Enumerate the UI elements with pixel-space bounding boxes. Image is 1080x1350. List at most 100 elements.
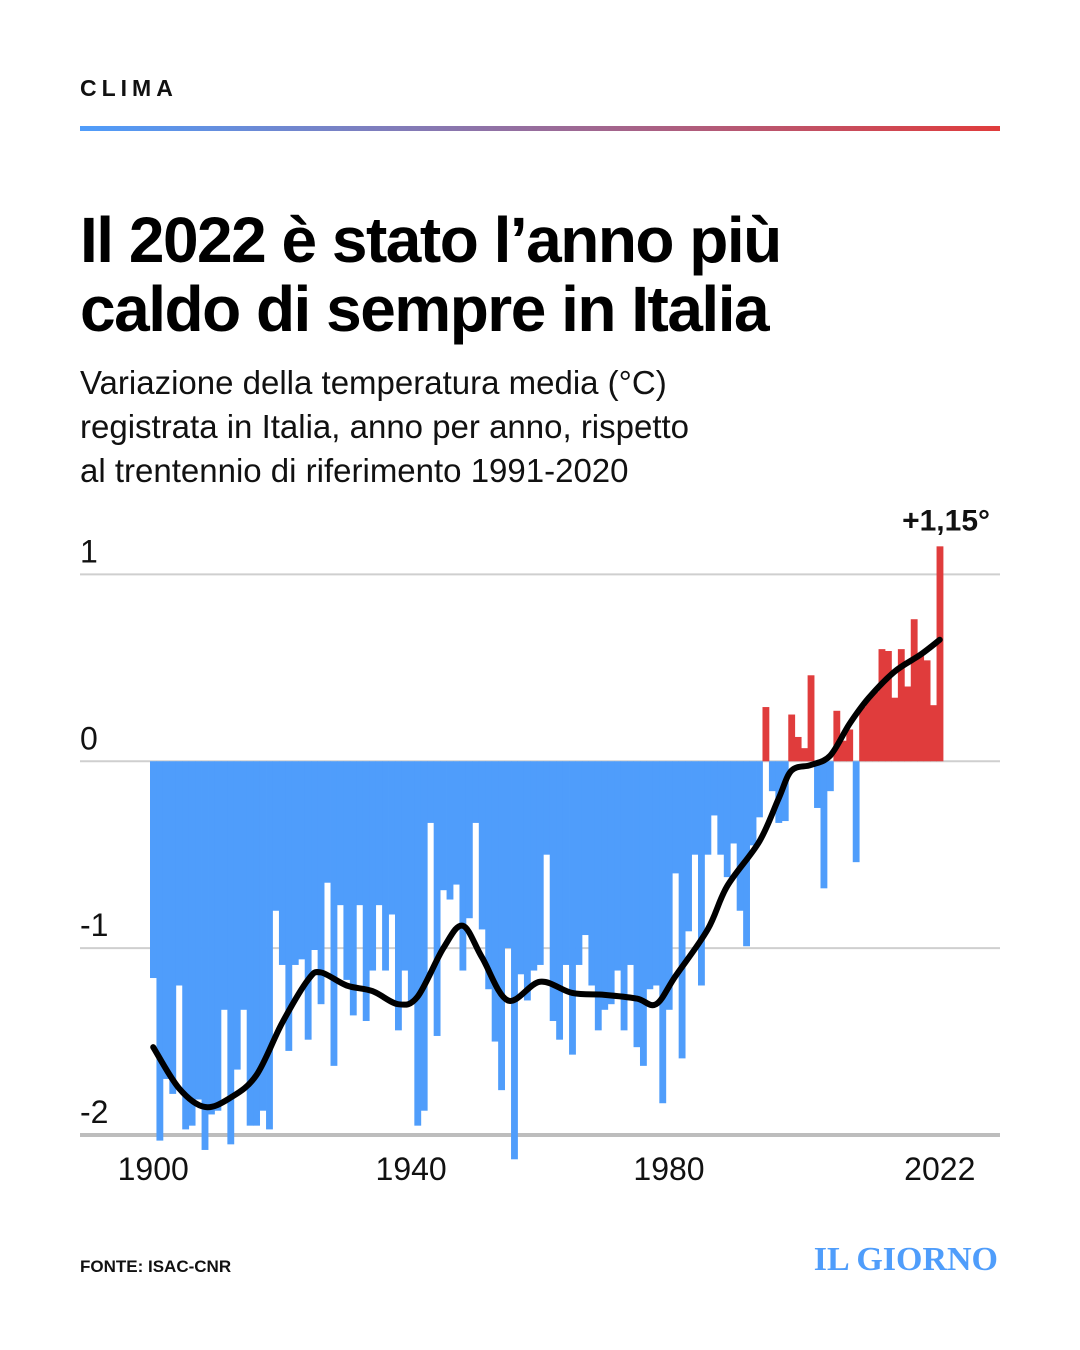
bar xyxy=(498,761,505,1091)
bar xyxy=(607,761,615,1005)
bar xyxy=(936,546,944,762)
bar xyxy=(420,761,428,1111)
bar xyxy=(794,736,802,762)
bar xyxy=(833,710,841,762)
bar xyxy=(859,707,867,762)
bar xyxy=(246,761,254,1126)
labels: 1 0 -1 -2 1900 1940 1980 2022 +1,15° xyxy=(80,504,990,1187)
bar xyxy=(633,761,641,1048)
bar xyxy=(723,761,731,878)
bar xyxy=(504,761,512,949)
bar xyxy=(917,654,925,762)
bar xyxy=(414,761,422,1126)
bar xyxy=(517,761,525,975)
bar xyxy=(556,761,564,1040)
bar xyxy=(285,761,293,1051)
subtitle: al trentennio di riferimento 1991-2020 xyxy=(80,452,629,489)
bar xyxy=(672,761,680,874)
bar xyxy=(698,761,705,986)
bar xyxy=(401,761,409,971)
logo: IL GIORNO xyxy=(814,1241,998,1278)
bar xyxy=(581,761,589,936)
bar xyxy=(227,761,235,1145)
bar xyxy=(910,619,918,762)
subtitle: Variazione della temperatura media (°C) xyxy=(80,364,667,401)
bar xyxy=(549,761,557,1022)
bar xyxy=(427,761,435,823)
bar xyxy=(485,761,493,990)
bar xyxy=(459,761,467,971)
bar xyxy=(465,761,473,919)
bar xyxy=(291,761,299,965)
bar xyxy=(897,649,905,762)
y-tick-label: 0 xyxy=(80,720,98,756)
bar xyxy=(343,761,351,980)
bar xyxy=(646,761,654,990)
bar xyxy=(814,761,821,808)
x-tick-label: 1980 xyxy=(633,1151,704,1187)
bar xyxy=(382,761,389,971)
bar xyxy=(768,761,776,792)
bar xyxy=(472,761,480,823)
bar xyxy=(826,761,834,792)
bar xyxy=(588,761,596,986)
bar xyxy=(878,649,886,762)
bar xyxy=(594,761,602,1031)
bar xyxy=(182,761,190,1130)
bar xyxy=(904,686,912,762)
bar xyxy=(536,761,544,965)
bar xyxy=(259,761,267,1111)
bar xyxy=(272,761,280,911)
bar xyxy=(523,761,531,1001)
kicker: CLIMA xyxy=(80,75,178,101)
bar xyxy=(162,761,170,1079)
bar xyxy=(369,761,377,971)
bar xyxy=(781,761,789,822)
source: FONTE: ISAC-CNR xyxy=(80,1257,231,1276)
x-tick-label: 2022 xyxy=(904,1151,975,1187)
x-tick-label: 1940 xyxy=(376,1151,447,1187)
chart-title: Il 2022 è stato l’anno più xyxy=(80,204,781,276)
bar xyxy=(175,761,183,986)
bar xyxy=(865,697,873,762)
bar xyxy=(543,761,551,855)
bar xyxy=(298,761,306,960)
bar xyxy=(659,761,667,1104)
bar xyxy=(349,761,357,1016)
bar xyxy=(704,761,712,855)
header-rule xyxy=(80,126,1000,131)
bar xyxy=(614,761,622,971)
bar xyxy=(756,761,763,818)
bar xyxy=(240,761,248,1010)
bar xyxy=(839,740,847,762)
bar xyxy=(717,761,725,855)
bar xyxy=(336,761,344,906)
bar xyxy=(872,692,879,762)
y-tick-label: -1 xyxy=(80,907,108,943)
bar xyxy=(562,761,570,965)
bar xyxy=(278,761,286,965)
chart-title: caldo di sempre in Italia xyxy=(80,273,770,345)
bar xyxy=(788,714,796,762)
bar xyxy=(627,761,634,965)
bar xyxy=(511,761,518,1160)
value-label: +1,15° xyxy=(902,504,990,537)
bar xyxy=(530,761,538,971)
bar xyxy=(233,761,241,1070)
y-tick-label: 1 xyxy=(80,533,98,569)
bar xyxy=(575,761,583,965)
bar xyxy=(884,650,892,762)
bar xyxy=(253,761,261,1126)
bar xyxy=(749,761,757,846)
bar xyxy=(930,705,937,762)
bar xyxy=(214,761,222,1111)
bar xyxy=(304,761,312,1040)
bar xyxy=(743,761,750,947)
bar xyxy=(923,660,931,762)
bar xyxy=(433,761,441,1036)
bar xyxy=(150,761,157,979)
bar xyxy=(324,761,331,883)
bar xyxy=(169,761,177,1094)
bar xyxy=(201,761,209,1150)
